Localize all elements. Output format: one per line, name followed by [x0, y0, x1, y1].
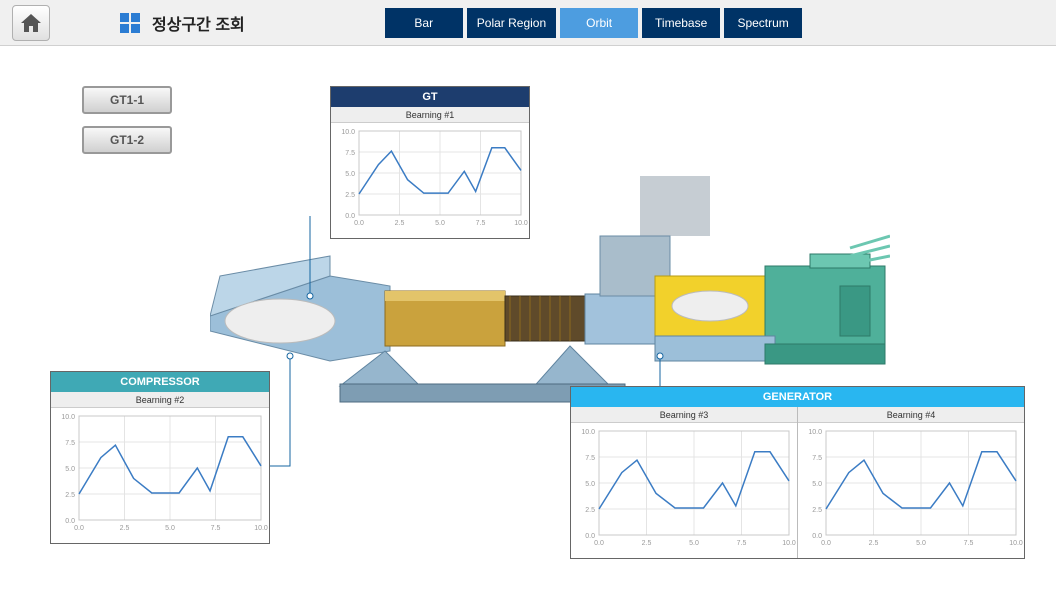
generator-chart-sub-a: Bearning #3 [571, 407, 797, 423]
svg-text:2.5: 2.5 [345, 192, 355, 199]
svg-text:7.5: 7.5 [964, 540, 974, 547]
svg-text:5.0: 5.0 [65, 466, 75, 473]
svg-text:2.5: 2.5 [120, 525, 130, 532]
tab-bar[interactable]: Bar [385, 8, 463, 38]
generator-chart-title: GENERATOR [571, 387, 1024, 407]
generator-chart-panel: GENERATOR Bearning #3 0.02.55.07.510.00.… [570, 386, 1025, 559]
generator-chart-a: 0.0 2.5 5.0 7.5 10.0 0.0 2.5 5.0 7.5 10.0 [571, 423, 797, 553]
svg-text:0.0: 0.0 [345, 213, 355, 220]
svg-text:0.0: 0.0 [821, 540, 831, 547]
generator-chart-b: 0.0 2.5 5.0 7.5 10.0 0.0 2.5 5.0 7.5 10.0 [798, 423, 1024, 553]
svg-text:5.0: 5.0 [345, 171, 355, 178]
svg-text:2.5: 2.5 [812, 507, 822, 514]
svg-text:2.5: 2.5 [65, 492, 75, 499]
unit-button-gt1-1[interactable]: GT1-1 [82, 86, 172, 114]
svg-text:5.0: 5.0 [689, 540, 699, 547]
svg-text:10.0: 10.0 [1009, 540, 1023, 547]
svg-text:10.0: 10.0 [514, 220, 528, 227]
compressor-chart: 0.0 2.5 5.0 7.5 10.0 0.0 2.5 5.0 7.5 10.0 [51, 408, 269, 538]
tab-polar-region[interactable]: Polar Region [467, 8, 556, 38]
gt-chart-subtitle: Bearning #1 [331, 107, 529, 123]
svg-text:7.5: 7.5 [585, 455, 595, 462]
page-title: 정상구간 조회 [152, 11, 245, 35]
unit-button-gt1-2[interactable]: GT1-2 [82, 126, 172, 154]
gt-chart-title: GT [331, 87, 529, 107]
app-tile-icon [120, 13, 140, 33]
svg-text:5.0: 5.0 [916, 540, 926, 547]
generator-chart-sub-b: Bearning #4 [798, 407, 1024, 423]
svg-text:0.0: 0.0 [594, 540, 604, 547]
svg-text:2.5: 2.5 [395, 220, 405, 227]
svg-text:7.5: 7.5 [476, 220, 486, 227]
home-icon [21, 14, 41, 32]
svg-text:7.5: 7.5 [65, 440, 75, 447]
svg-text:0.0: 0.0 [65, 518, 75, 525]
svg-text:5.0: 5.0 [585, 481, 595, 488]
svg-text:10.0: 10.0 [808, 429, 822, 436]
compressor-chart-panel: COMPRESSOR Bearning #2 0.02.55.07.510.00… [50, 371, 270, 544]
content-area: GT1-1 GT1-2 [0, 46, 1056, 598]
svg-text:5.0: 5.0 [435, 220, 445, 227]
tab-spectrum[interactable]: Spectrum [724, 8, 802, 38]
svg-text:10.0: 10.0 [581, 429, 595, 436]
compressor-chart-subtitle: Bearning #2 [51, 392, 269, 408]
svg-text:10.0: 10.0 [782, 540, 796, 547]
svg-text:2.5: 2.5 [585, 507, 595, 514]
svg-text:2.5: 2.5 [642, 540, 652, 547]
svg-text:10.0: 10.0 [61, 414, 75, 421]
tab-timebase[interactable]: Timebase [642, 8, 720, 38]
svg-text:7.5: 7.5 [345, 150, 355, 157]
gt-chart: 0.0 2.5 5.0 7.5 10.0 0.0 2.5 5.0 7.5 10.0 [331, 123, 529, 233]
svg-text:0.0: 0.0 [812, 533, 822, 540]
svg-text:7.5: 7.5 [812, 455, 822, 462]
svg-text:5.0: 5.0 [165, 525, 175, 532]
gt-chart-panel: GT Bearning #1 0.0 2.5 5.0 7.5 10.0 0.0 2.5 5.0… [330, 86, 530, 239]
compressor-chart-title: COMPRESSOR [51, 372, 269, 392]
view-tabs: BarPolar RegionOrbitTimebaseSpectrum [385, 8, 802, 38]
top-bar: 정상구간 조회 BarPolar RegionOrbitTimebaseSpec… [0, 0, 1056, 46]
svg-text:7.5: 7.5 [211, 525, 221, 532]
svg-text:10.0: 10.0 [254, 525, 268, 532]
svg-text:7.5: 7.5 [737, 540, 747, 547]
svg-text:2.5: 2.5 [869, 540, 879, 547]
svg-text:0.0: 0.0 [354, 220, 364, 227]
tab-orbit[interactable]: Orbit [560, 8, 638, 38]
svg-text:10.0: 10.0 [341, 129, 355, 136]
svg-text:0.0: 0.0 [74, 525, 84, 532]
home-button[interactable] [12, 5, 50, 41]
svg-text:5.0: 5.0 [812, 481, 822, 488]
svg-text:0.0: 0.0 [585, 533, 595, 540]
